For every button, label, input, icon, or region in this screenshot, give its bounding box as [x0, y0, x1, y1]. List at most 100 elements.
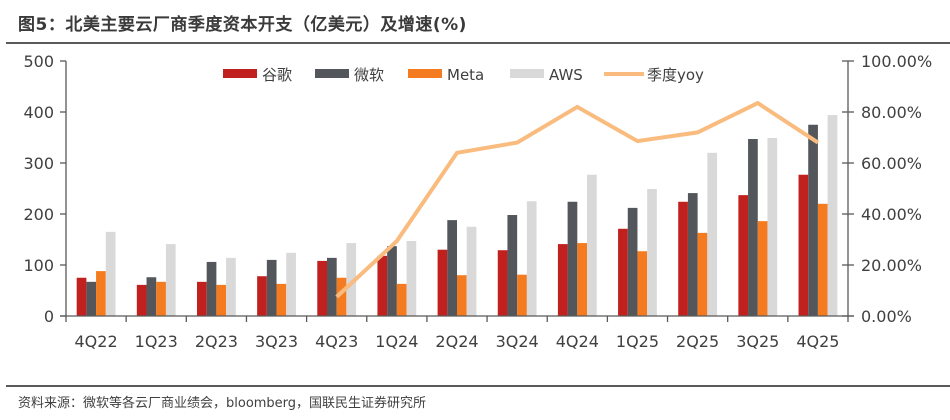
- bar-AWS-4Q24: [587, 174, 597, 316]
- x-tick-label: 2Q25: [676, 332, 719, 351]
- x-tick-label: 1Q23: [135, 332, 178, 351]
- legend-item-Meta: Meta: [408, 66, 484, 84]
- bar-谷歌-3Q25: [738, 195, 749, 316]
- bar-微软-2Q23: [206, 261, 217, 316]
- x-tick-label: 4Q22: [75, 332, 118, 351]
- y-tick-label-left: 200: [23, 205, 54, 224]
- y-tick-label-right: 100.00%: [861, 52, 932, 71]
- bar-微软-3Q25: [748, 139, 758, 316]
- bar-AWS-2Q23: [226, 257, 236, 316]
- bar-Meta-1Q24: [396, 283, 407, 316]
- bar-微软-1Q24: [387, 246, 397, 316]
- bar-微软-4Q22: [86, 281, 97, 316]
- bar-谷歌-4Q24: [557, 244, 568, 316]
- y-tick-label-right: 60.00%: [861, 154, 922, 173]
- x-tick-label: 3Q25: [736, 332, 779, 351]
- y-tick-label-left: 100: [23, 256, 54, 275]
- chart-title: 图5：北美主要云厂商季度资本开支（亿美元）及增速(%): [18, 15, 467, 35]
- bar-AWS-3Q24: [526, 201, 537, 316]
- title-divider: [6, 42, 950, 44]
- bar-微软-4Q23: [326, 257, 337, 316]
- bar-谷歌-3Q23: [257, 276, 267, 316]
- x-tick-label: 4Q24: [556, 332, 599, 351]
- y-tick-label-right: 80.00%: [861, 103, 922, 122]
- legend-item-谷歌: 谷歌: [223, 66, 292, 84]
- bar-Meta-1Q23: [156, 281, 166, 316]
- bar-谷歌-1Q23: [136, 284, 147, 316]
- bar-谷歌-2Q24: [437, 249, 448, 316]
- bar-谷歌-1Q24: [377, 255, 388, 316]
- bar-AWS-1Q23: [165, 244, 176, 316]
- x-tick-label: 1Q24: [375, 332, 418, 351]
- legend-item-AWS: AWS: [510, 66, 583, 84]
- bar-Meta-1Q25: [637, 251, 648, 316]
- legend-swatch: [315, 69, 349, 78]
- bar-AWS-4Q22: [105, 231, 116, 316]
- bar-AWS-2Q25: [707, 152, 718, 316]
- bar-Meta-3Q25: [757, 221, 768, 316]
- legend-swatch: [408, 69, 442, 78]
- legend-label: 谷歌: [262, 66, 292, 84]
- x-tick-label: 3Q23: [255, 332, 298, 351]
- legend-swatch: [510, 69, 544, 78]
- bar-微软-2Q24: [447, 220, 457, 316]
- bar-谷歌-3Q24: [497, 250, 508, 316]
- x-tick-label: 3Q24: [496, 332, 539, 351]
- y-tick-label-right: 0.00%: [861, 307, 912, 326]
- bar-Meta-4Q25: [817, 203, 828, 316]
- y-tick-label-right: 20.00%: [861, 256, 922, 275]
- bar-AWS-3Q23: [286, 252, 296, 316]
- bar-Meta-4Q23: [336, 277, 347, 316]
- bar-微软-3Q23: [266, 259, 277, 316]
- axes-layer: 0 100 200 300 400 500 0.00% 20.00% 40.00% 60.00% 8…: [23, 52, 932, 351]
- footer-divider: [6, 385, 950, 387]
- bar-Meta-2Q25: [697, 232, 708, 316]
- bar-微软-4Q25: [808, 124, 818, 316]
- source-note: 资料来源：微软等各云厂商业绩会，bloomberg，国联民生证券研究所: [18, 396, 427, 411]
- legend-item-微软: 微软: [315, 66, 384, 84]
- bar-AWS-3Q25: [767, 138, 778, 316]
- bar-微软-1Q25: [627, 207, 638, 316]
- legend-swatch: [223, 69, 257, 78]
- bar-Meta-4Q24: [577, 243, 588, 316]
- x-tick-label: 4Q25: [796, 332, 839, 351]
- bar-谷歌-2Q25: [678, 201, 688, 316]
- bar-Meta-2Q24: [457, 275, 467, 316]
- bar-微软-4Q24: [567, 201, 578, 316]
- bar-Meta-3Q24: [517, 274, 527, 316]
- bar-AWS-4Q25: [827, 115, 838, 316]
- bar-AWS-1Q25: [647, 189, 657, 316]
- y-tick-label-left: 300: [23, 154, 54, 173]
- bar-谷歌-4Q25: [798, 174, 809, 316]
- y-tick-label-left: 400: [23, 103, 54, 122]
- bar-AWS-4Q23: [346, 243, 357, 316]
- x-tick-label: 4Q23: [315, 332, 358, 351]
- bar-谷歌-1Q25: [618, 228, 628, 316]
- bar-谷歌-4Q22: [76, 277, 87, 316]
- y-tick-label-right: 40.00%: [861, 205, 922, 224]
- bar-AWS-1Q24: [406, 241, 417, 316]
- line-layer: [335, 100, 820, 299]
- bar-谷歌-4Q23: [317, 260, 327, 316]
- y-tick-label-left: 0: [44, 307, 54, 326]
- legend-label: AWS: [549, 66, 583, 84]
- chart: 0 100 200 300 400 500 0.00% 20.00% 40.00% 60.00% 8…: [23, 52, 932, 351]
- x-tick-label: 2Q24: [435, 332, 478, 351]
- bar-AWS-2Q24: [466, 226, 477, 316]
- bar-Meta-3Q23: [276, 283, 287, 316]
- bar-微软-2Q25: [687, 193, 698, 316]
- bar-微软-3Q24: [507, 215, 518, 316]
- legend: 谷歌 微软 Meta AWS 季度yoy: [223, 66, 704, 84]
- bar-微软-1Q23: [146, 277, 157, 316]
- bar-Meta-2Q23: [216, 284, 227, 316]
- legend-item-季度yoy: 季度yoy: [604, 66, 704, 84]
- bar-Meta-4Q22: [96, 271, 106, 316]
- x-tick-label: 2Q23: [195, 332, 238, 351]
- bars-layer: [76, 115, 838, 316]
- legend-label: 季度yoy: [647, 66, 704, 84]
- legend-label: Meta: [447, 66, 484, 84]
- legend-label: 微软: [354, 66, 384, 84]
- x-tick-label: 1Q25: [616, 332, 659, 351]
- bar-谷歌-2Q23: [196, 281, 207, 316]
- y-tick-label-left: 500: [23, 52, 54, 71]
